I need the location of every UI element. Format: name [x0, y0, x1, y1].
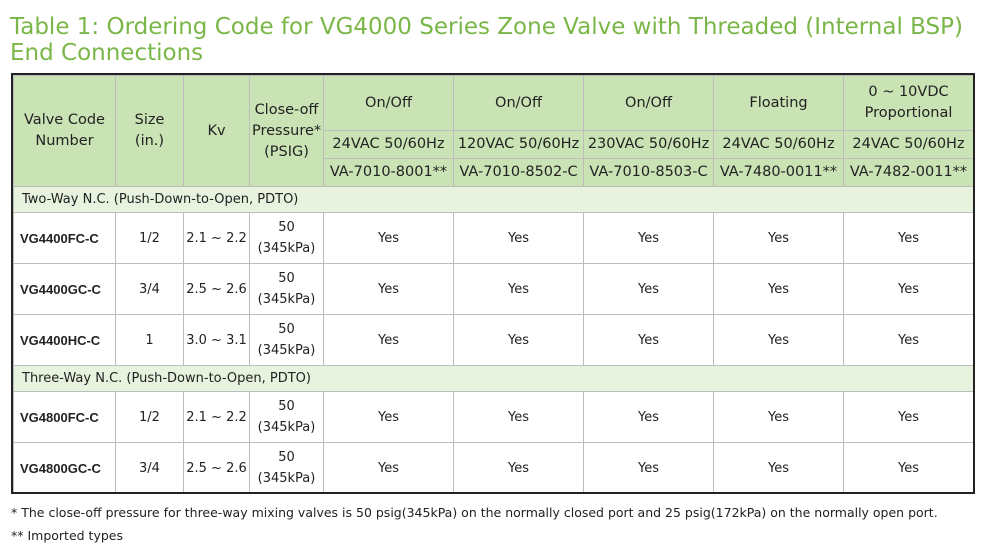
table-row: VG4800GC-C 3/4 2.5 ~ 2.6 50 (345kPa) Yes …	[13, 442, 973, 492]
compat-cell: Yes	[323, 314, 454, 366]
pressure-kpa: (345kPa)	[257, 241, 316, 256]
compat-cell: Yes	[843, 212, 973, 264]
compat-cell: Yes	[843, 442, 973, 492]
pressure-psig: 50	[278, 322, 295, 337]
compat-cell: Yes	[843, 314, 973, 366]
pressure-cell: 50 (345kPa)	[249, 212, 324, 264]
header-actuator-type: On/Off	[583, 75, 714, 131]
header-actuator-type: Floating	[713, 75, 844, 131]
header-model: VA-7010-8503-C	[583, 158, 714, 187]
pressure-cell: 50 (345kPa)	[249, 442, 324, 492]
header-voltage: 230VAC 50/60Hz	[583, 130, 714, 159]
header-model: VA-7010-8502-C	[453, 158, 584, 187]
valve-code: VG4400GC-C	[13, 263, 116, 315]
compat-cell: Yes	[453, 314, 584, 366]
kv-cell: 2.1 ~ 2.2	[183, 391, 250, 443]
kv-cell: 3.0 ~ 3.1	[183, 314, 250, 366]
header-pressure: Close-off Pressure* (PSIG)	[249, 75, 324, 187]
header-voltage: 24VAC 50/60Hz	[323, 130, 454, 159]
compat-cell: Yes	[583, 314, 714, 366]
compat-cell: Yes	[713, 391, 844, 443]
compat-cell: Yes	[453, 212, 584, 264]
valve-code: VG4400FC-C	[13, 212, 116, 264]
compat-cell: Yes	[713, 263, 844, 315]
ordering-code-table: Valve Code Number Size (in.) Kv Close-of…	[13, 75, 973, 492]
compat-cell: Yes	[583, 391, 714, 443]
section-row: Three-Way N.C. (Push-Down-to-Open, PDTO)	[13, 365, 973, 392]
pressure-kpa: (345kPa)	[257, 420, 316, 435]
header-voltage: 120VAC 50/60Hz	[453, 130, 584, 159]
compat-cell: Yes	[713, 212, 844, 264]
compat-cell: Yes	[453, 391, 584, 443]
pressure-kpa: (345kPa)	[257, 343, 316, 358]
ordering-code-table-frame: Valve Code Number Size (in.) Kv Close-of…	[11, 73, 975, 494]
compat-cell: Yes	[453, 263, 584, 315]
kv-cell: 2.5 ~ 2.6	[183, 263, 250, 315]
compat-cell: Yes	[583, 212, 714, 264]
table-row: VG4400GC-C 3/4 2.5 ~ 2.6 50 (345kPa) Yes …	[13, 263, 973, 315]
header-model: VA-7010-8001**	[323, 158, 454, 187]
header-actuator-type: On/Off	[323, 75, 454, 131]
section-label: Two-Way N.C. (Push-Down-to-Open, PDTO)	[13, 186, 973, 213]
kv-cell: 2.5 ~ 2.6	[183, 442, 250, 492]
compat-cell: Yes	[713, 442, 844, 492]
pressure-cell: 50 (345kPa)	[249, 263, 324, 315]
header-actuator-type: On/Off	[453, 75, 584, 131]
compat-cell: Yes	[583, 263, 714, 315]
header-valve-code: Valve Code Number	[13, 75, 116, 187]
pressure-psig: 50	[278, 450, 295, 465]
pressure-psig: 50	[278, 399, 295, 414]
valve-code: VG4800GC-C	[13, 442, 116, 492]
header-actuator-type: 0 ~ 10VDC Proportional	[843, 75, 973, 131]
page-title: Table 1: Ordering Code for VG4000 Series…	[10, 14, 963, 66]
pressure-cell: 50 (345kPa)	[249, 314, 324, 366]
compat-cell: Yes	[323, 212, 454, 264]
section-row: Two-Way N.C. (Push-Down-to-Open, PDTO)	[13, 186, 973, 213]
header-model: VA-7482-0011**	[843, 158, 973, 187]
header-kv: Kv	[183, 75, 250, 187]
header-voltage: 24VAC 50/60Hz	[843, 130, 973, 159]
compat-cell: Yes	[713, 314, 844, 366]
size-cell: 1/2	[115, 391, 184, 443]
pressure-psig: 50	[278, 220, 295, 235]
valve-code: VG4800FC-C	[13, 391, 116, 443]
kv-cell: 2.1 ~ 2.2	[183, 212, 250, 264]
section-label: Three-Way N.C. (Push-Down-to-Open, PDTO)	[13, 365, 973, 392]
size-cell: 1	[115, 314, 184, 366]
table-row: VG4400HC-C 1 3.0 ~ 3.1 50 (345kPa) Yes Ye…	[13, 314, 973, 366]
pressure-psig: 50	[278, 271, 295, 286]
header-model: VA-7480-0011**	[713, 158, 844, 187]
valve-code: VG4400HC-C	[13, 314, 116, 366]
header-voltage: 24VAC 50/60Hz	[713, 130, 844, 159]
size-cell: 3/4	[115, 263, 184, 315]
size-cell: 1/2	[115, 212, 184, 264]
compat-cell: Yes	[453, 442, 584, 492]
pressure-kpa: (345kPa)	[257, 471, 316, 486]
compat-cell: Yes	[843, 263, 973, 315]
table-row: VG4800FC-C 1/2 2.1 ~ 2.2 50 (345kPa) Yes …	[13, 391, 973, 443]
pressure-cell: 50 (345kPa)	[249, 391, 324, 443]
footnote-close-off: * The close-off pressure for three-way m…	[11, 505, 938, 520]
table-row: VG4400FC-C 1/2 2.1 ~ 2.2 50 (345kPa) Yes …	[13, 212, 973, 264]
compat-cell: Yes	[323, 263, 454, 315]
header-size: Size (in.)	[115, 75, 184, 187]
footnote-imported: ** Imported types	[11, 528, 123, 543]
compat-cell: Yes	[843, 391, 973, 443]
pressure-kpa: (345kPa)	[257, 292, 316, 307]
compat-cell: Yes	[323, 442, 454, 492]
compat-cell: Yes	[323, 391, 454, 443]
size-cell: 3/4	[115, 442, 184, 492]
compat-cell: Yes	[583, 442, 714, 492]
